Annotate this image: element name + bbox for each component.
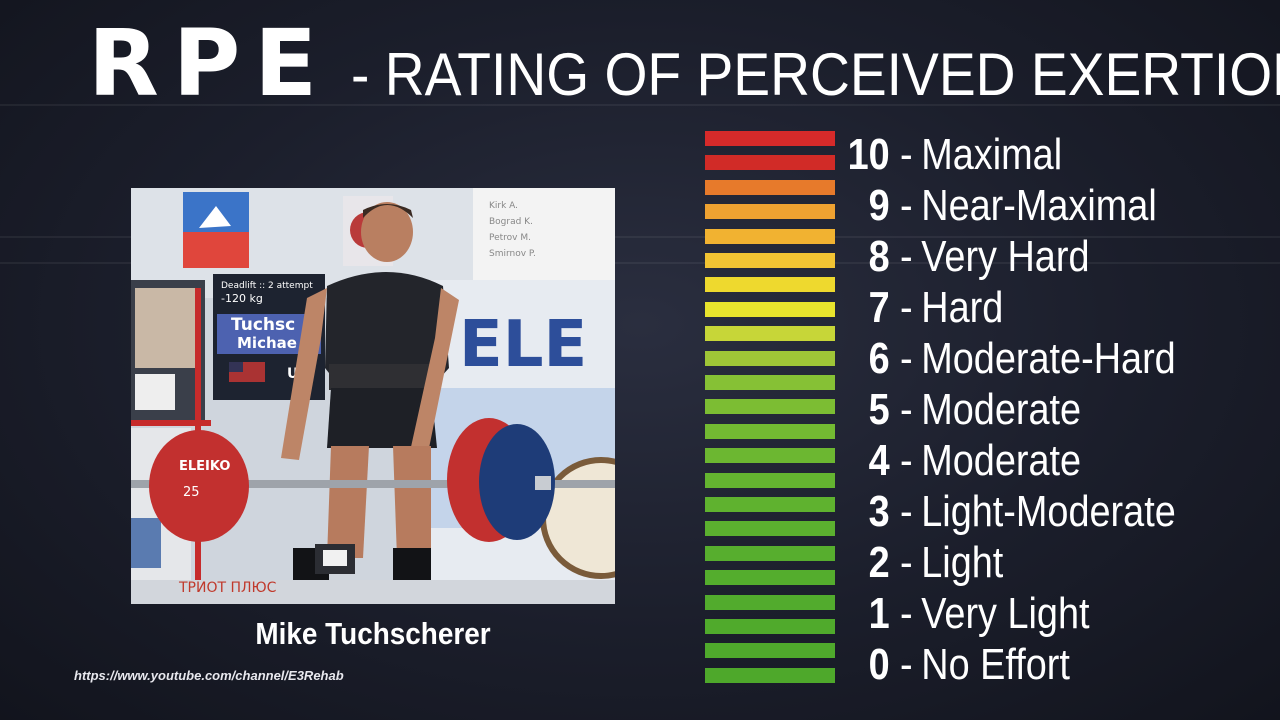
scale-bar: [705, 301, 835, 317]
rpe-level-9: 9- Near-Maximal: [845, 181, 1157, 231]
rpe-level-1: 1- Very Light: [845, 589, 1090, 639]
plate-weight: 25: [183, 485, 200, 500]
scale-bar: [705, 326, 835, 342]
notice-line: Bograd K.: [489, 217, 533, 227]
page-title: RPE - RATING OF PERCEIVED EXERTION: [88, 18, 1280, 110]
scale-bar: [705, 667, 835, 683]
scanline: [0, 262, 1280, 264]
rpe-separator: -: [900, 436, 913, 485]
scoreboard-name2: Michae: [237, 334, 297, 352]
scale-bar: [705, 350, 835, 366]
notice-line: Petrov M.: [489, 233, 531, 243]
rpe-number: 3: [868, 487, 890, 536]
rpe-label: Near-Maximal: [921, 181, 1157, 230]
rpe-number: 8: [868, 232, 890, 281]
rpe-separator: -: [900, 589, 913, 638]
rpe-separator: -: [900, 232, 913, 281]
scale-bar: [705, 521, 835, 537]
scale-bar: [705, 155, 835, 171]
scoreboard-name1: Tuchsc: [231, 315, 295, 335]
rpe-level-8: 8- Very Hard: [845, 232, 1090, 282]
rpe-level-10: 10- Maximal: [845, 130, 1062, 180]
rpe-number: 1: [868, 589, 890, 638]
scale-bar: [705, 399, 835, 415]
rpe-number: 4: [868, 436, 890, 485]
scale-bar: [705, 448, 835, 464]
scale-bar: [705, 594, 835, 610]
rpe-number: 0: [868, 640, 890, 689]
rpe-level-6: 6- Moderate-Hard: [845, 334, 1176, 384]
scale-bar: [705, 253, 835, 268]
rpe-number: 6: [868, 334, 890, 383]
rpe-separator: -: [900, 181, 913, 230]
scale-bar: [705, 570, 835, 586]
scale-bar: [705, 228, 835, 244]
scale-bar: [705, 204, 835, 220]
scanline: [0, 104, 1280, 106]
rpe-level-4: 4- Moderate: [845, 436, 1081, 486]
rpe-separator: -: [900, 487, 913, 536]
notice-line: Kirk A.: [489, 201, 518, 211]
rpe-label: Very Light: [921, 589, 1090, 638]
rpe-separator: -: [900, 283, 913, 332]
bottom-banner-text: ТРИОТ ПЛЮС: [178, 580, 277, 596]
rpe-number: 9: [868, 181, 890, 230]
scale-bar: [705, 472, 835, 488]
rpe-separator: -: [900, 538, 913, 587]
title-abbreviation: RPE: [88, 10, 332, 117]
rpe-number: 2: [868, 538, 890, 587]
scale-bar: [705, 497, 835, 512]
rpe-label: Light-Moderate: [921, 487, 1176, 536]
scale-bar: [705, 277, 835, 293]
rpe-level-0: 0- No Effort: [845, 640, 1070, 690]
scale-bar: [705, 179, 835, 195]
rpe-level-5: 5- Moderate: [845, 385, 1081, 435]
rpe-level-2: 2- Light: [845, 538, 1004, 588]
scale-bar: [705, 643, 835, 659]
scale-bar: [705, 375, 835, 390]
rpe-separator: -: [900, 334, 913, 383]
rpe-level-3: 3- Light-Moderate: [845, 487, 1176, 537]
rpe-level-7: 7- Hard: [845, 283, 1004, 333]
rpe-separator: -: [900, 385, 913, 434]
rpe-separator: -: [900, 640, 913, 689]
rpe-label: Moderate: [921, 436, 1082, 485]
rpe-label: Light: [921, 538, 1004, 587]
scoreboard-line1: Deadlift :: 2 attempt: [221, 281, 313, 291]
rpe-number: 10: [847, 130, 890, 179]
banner-text: ELE: [459, 308, 587, 382]
scale-bar: [705, 545, 835, 561]
source-url: https://www.youtube.com/channel/E3Rehab: [74, 668, 344, 683]
deadlift-photo: Kirk A. Bograd K. Petrov M. Smirnov P. D…: [131, 188, 615, 604]
rpe-label: Maximal: [921, 130, 1063, 179]
rpe-label: Moderate-Hard: [921, 334, 1176, 383]
rpe-label: No Effort: [921, 640, 1070, 689]
rpe-label: Very Hard: [921, 232, 1090, 281]
rpe-number: 5: [868, 385, 890, 434]
plate-brand: ELEIKO: [179, 459, 230, 474]
rpe-label: Moderate: [921, 385, 1082, 434]
rpe-separator: -: [900, 130, 913, 179]
scale-bar: [705, 423, 835, 439]
rpe-label: Hard: [921, 283, 1004, 332]
title-full: - RATING OF PERCEIVED EXERTION: [351, 41, 1280, 108]
scoreboard-line2: -120 kg: [221, 292, 263, 305]
scanline: [0, 236, 1280, 238]
scale-bar: [705, 619, 835, 634]
rpe-number: 7: [868, 283, 890, 332]
scale-bar: [705, 131, 835, 146]
photo-caption: Mike Tuchscherer: [255, 616, 491, 651]
deadlift-illustration: Kirk A. Bograd K. Petrov M. Smirnov P. D…: [131, 188, 615, 604]
notice-line: Smirnov P.: [489, 249, 536, 259]
